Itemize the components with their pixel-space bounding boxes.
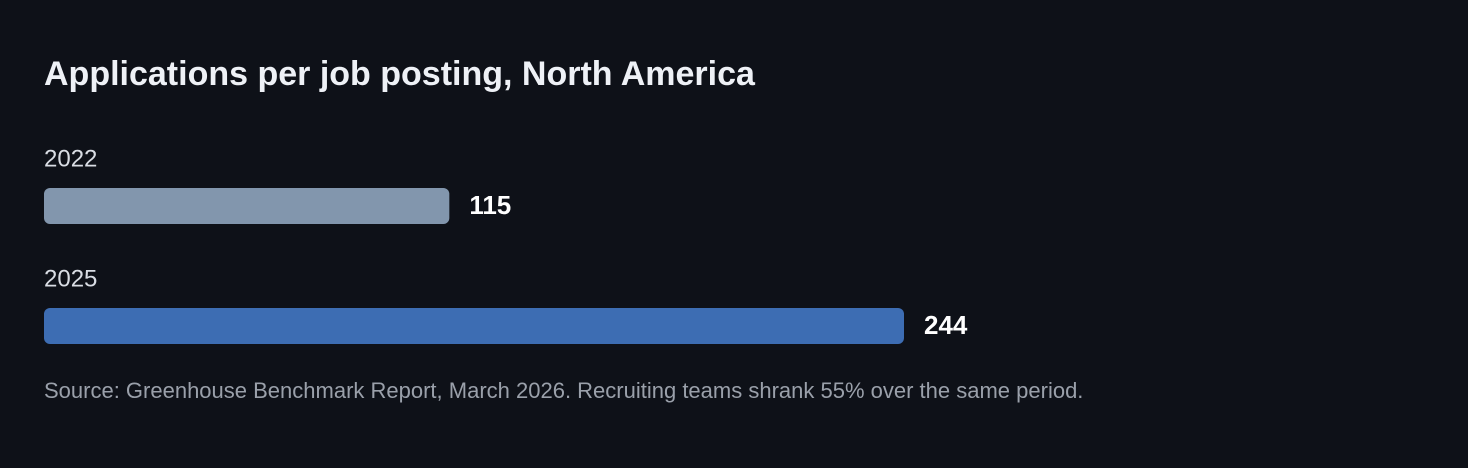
source-note: Source: Greenhouse Benchmark Report, Mar… xyxy=(44,378,1083,403)
bar xyxy=(44,188,450,224)
category-label: 2025 xyxy=(44,265,97,292)
value-label: 244 xyxy=(924,310,968,340)
bar xyxy=(44,308,904,344)
category-label: 2022 xyxy=(44,145,97,172)
chart-title: Applications per job posting, North Amer… xyxy=(44,55,756,93)
value-label: 115 xyxy=(469,190,511,220)
